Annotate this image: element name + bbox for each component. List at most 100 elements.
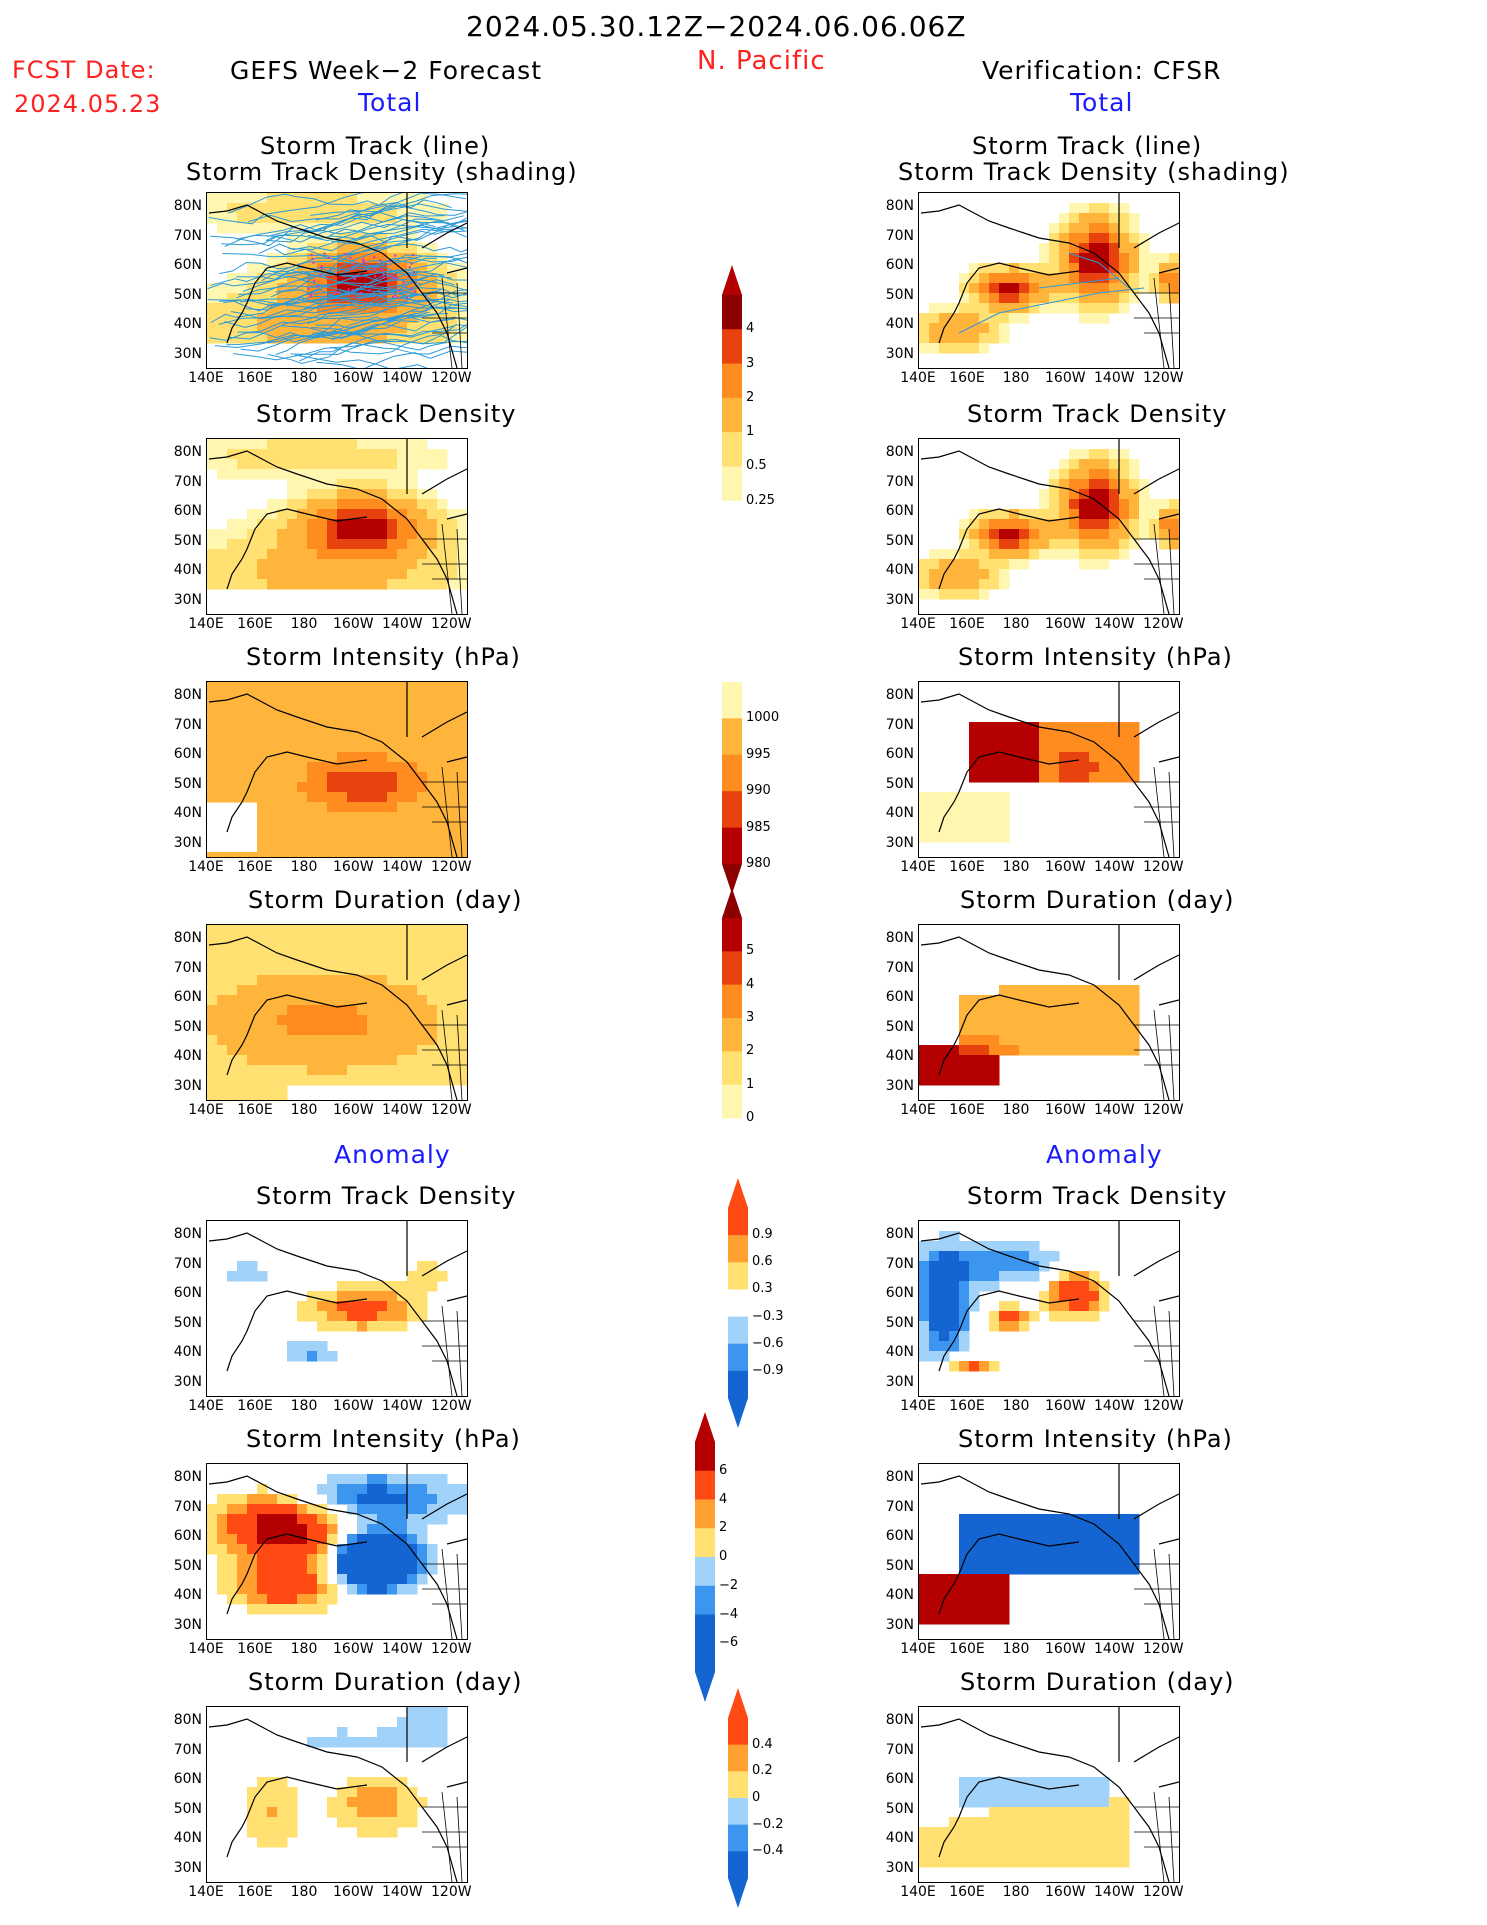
grid-cell: [377, 519, 388, 530]
grid-cell: [1169, 253, 1179, 264]
grid-cell: [317, 1321, 328, 1332]
coastline: [920, 925, 1179, 1100]
grid-cell: [959, 812, 970, 823]
grid-cell: [297, 925, 308, 936]
grid-cell: [1109, 1015, 1120, 1026]
grid-cell: [307, 925, 318, 936]
grid-cell: [237, 1544, 248, 1555]
grid-cell: [1139, 519, 1150, 530]
lon-label: 160E: [949, 1884, 985, 1900]
grid-cell: [267, 203, 278, 214]
grid-cell: [297, 1065, 308, 1076]
grid-cell: [1019, 1035, 1030, 1046]
grid-cell: [1059, 283, 1070, 294]
lon-label: 160W: [1045, 1102, 1086, 1118]
grid-cell: [1069, 1015, 1080, 1026]
storm-center-dot: [349, 268, 352, 271]
grid-cell: [307, 539, 318, 550]
grid-cell: [387, 1015, 398, 1026]
grid-cell: [317, 852, 328, 857]
grid-cell: [929, 1321, 940, 1332]
grid-cell: [979, 822, 990, 833]
grid-cell: [457, 692, 467, 703]
grid-cell: [457, 1075, 467, 1086]
grid-cell: [287, 213, 298, 224]
grid-cell: [347, 1494, 358, 1505]
grid-cell: [267, 1055, 278, 1066]
grid-cell: [367, 193, 378, 204]
grid-cell: [969, 995, 980, 1006]
grid-cell: [327, 213, 338, 224]
grid-cell: [1029, 1847, 1040, 1858]
grid-cell: [307, 509, 318, 520]
grid-cell: [919, 559, 930, 570]
grid-cell: [407, 1797, 418, 1808]
grid-cell: [1109, 985, 1120, 996]
grid-cell: [1039, 732, 1050, 743]
grid-cell: [327, 1807, 338, 1818]
grid-cell: [377, 223, 388, 234]
lon-label: 120W: [1143, 1102, 1184, 1118]
grid-cell: [1039, 489, 1050, 500]
grid-cell: [337, 1727, 348, 1738]
grid-cell: [397, 213, 408, 224]
grid-cell: [417, 1065, 428, 1076]
grid-cell: [919, 589, 930, 600]
grid-cell: [277, 1554, 288, 1565]
left-anom-intensity-title: Storm Intensity (hPa): [246, 1425, 521, 1453]
lat-label: 60N: [173, 503, 202, 519]
storm-center-dot: [309, 294, 313, 298]
grid-cell: [397, 1717, 408, 1728]
grid-cell: [427, 263, 438, 274]
grid-cell: [1119, 1524, 1130, 1535]
grid-cell: [417, 1524, 428, 1535]
grid-cell: [337, 243, 348, 254]
lon-label: 160E: [949, 1398, 985, 1414]
borders: [422, 523, 467, 614]
grid-cell: [217, 752, 228, 763]
grid-cell: [407, 812, 418, 823]
coastline: [920, 682, 1179, 857]
grid-cell: [1039, 263, 1050, 274]
grid-cell: [217, 459, 228, 470]
grid-cell: [257, 812, 268, 823]
grid-cell: [1029, 1271, 1040, 1282]
grid-cell: [407, 1005, 418, 1016]
grid-cell: [397, 1807, 408, 1818]
grid-cell: [247, 1534, 258, 1545]
grid-cell: [217, 1504, 228, 1515]
grid-cell: [287, 985, 298, 996]
grid-cell: [417, 955, 428, 966]
grid-cell: [217, 772, 228, 783]
grid-cell: [959, 1321, 970, 1332]
grid-cell: [1049, 469, 1060, 480]
grid-cell: [919, 1281, 930, 1292]
grid-cell: [1019, 772, 1030, 783]
grid-cell: [1069, 213, 1080, 224]
grid-cell: [327, 762, 338, 773]
grid-cell: [1109, 732, 1120, 743]
grid-cell: [207, 1514, 218, 1525]
grid-cell: [377, 1787, 388, 1798]
grid-cell: [929, 1857, 940, 1868]
grid-cell: [317, 1075, 328, 1086]
grid-cell: [227, 1065, 238, 1076]
grid-cell: [227, 449, 238, 460]
grid-cell: [427, 712, 438, 723]
grid-cell: [457, 579, 467, 590]
grid-cell: [407, 439, 418, 450]
grid-cell: [437, 975, 448, 986]
grid-cell: [367, 812, 378, 823]
grid-cell: [377, 499, 388, 510]
grid-cell: [1009, 1827, 1020, 1838]
lat-label: 70N: [885, 473, 914, 490]
grid-cell: [979, 539, 990, 550]
storm-track-line: [1068, 252, 1130, 289]
grid-cell: [237, 439, 248, 450]
grid-cell: [307, 1351, 318, 1362]
grid-cell: [1099, 263, 1110, 274]
grid-cell: [387, 985, 398, 996]
grid-cell: [929, 1241, 940, 1252]
left-intensity-title: Storm Intensity (hPa): [246, 643, 521, 671]
lat-label: 70N: [173, 1741, 202, 1758]
